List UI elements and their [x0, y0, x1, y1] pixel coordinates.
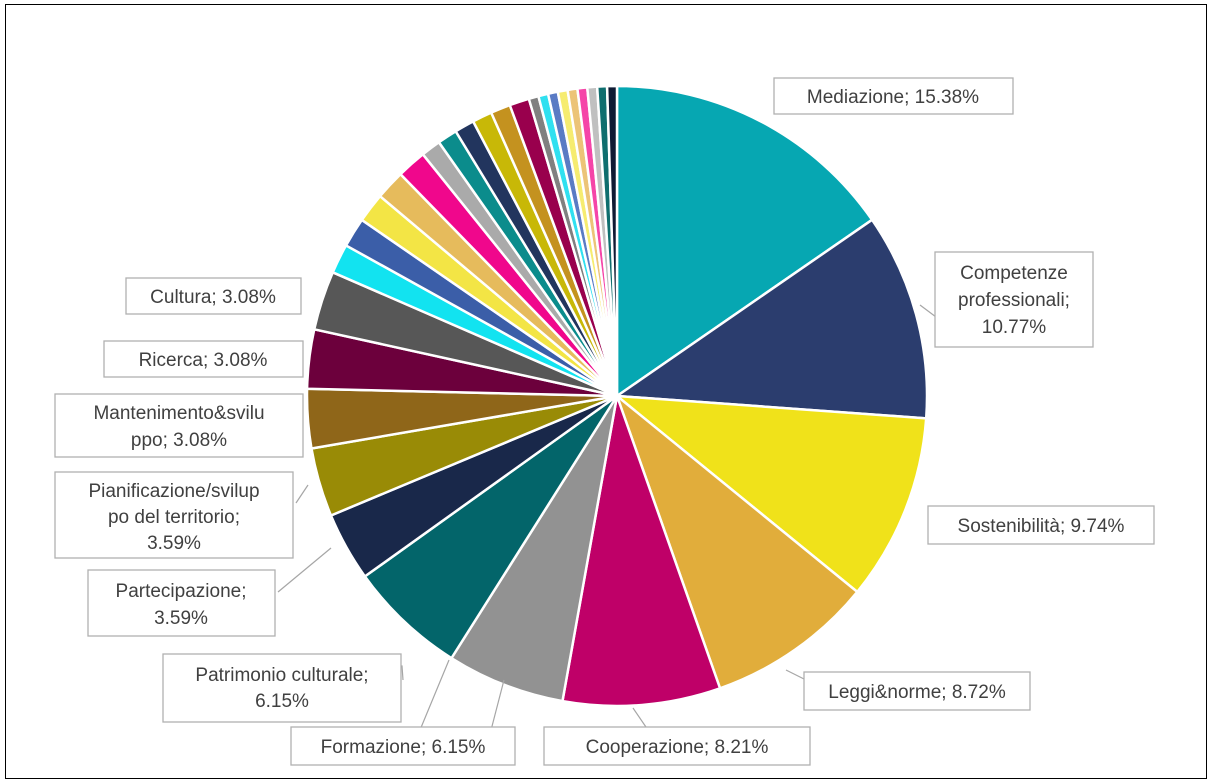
pie-slice-2: [615, 394, 928, 594]
svg-text:Cultura; 3.08%: Cultura; 3.08%: [150, 287, 276, 308]
data-label-sostenibilita: Sostenibilità; 9.74%: [927, 505, 1155, 545]
svg-text:Leggi&norme; 8.72%: Leggi&norme; 8.72%: [828, 682, 1006, 703]
svg-text:Ricerca; 3.08%: Ricerca; 3.08%: [139, 350, 268, 371]
svg-text:Sostenibilità; 9.74%: Sostenibilità; 9.74%: [958, 516, 1125, 537]
data-labels: Mediazione; 15.38% Competenze profession…: [54, 77, 1155, 766]
svg-text:6.15%: 6.15%: [255, 691, 309, 712]
data-label-leggi: Leggi&norme; 8.72%: [803, 671, 1031, 711]
svg-text:10.77%: 10.77%: [982, 317, 1047, 338]
pie-slice-3: [615, 394, 859, 690]
svg-text:Mediazione; 15.38%: Mediazione; 15.38%: [807, 87, 979, 108]
leader-partecipazione: [277, 547, 332, 593]
pie-slice-1: [615, 218, 929, 420]
svg-text:professionali;: professionali;: [958, 290, 1070, 311]
leader-formazione: [410, 659, 450, 731]
svg-text:po del territorio;: po del territorio;: [108, 507, 240, 528]
data-label-cooperazione: Cooperazione; 8.21%: [543, 726, 811, 766]
svg-text:3.59%: 3.59%: [147, 533, 201, 554]
pie-slice-4: [561, 394, 722, 708]
data-label-pianificazione: Pianificazione/svilup po del territorio;…: [54, 471, 294, 559]
pie-slice-0: [615, 84, 874, 398]
data-label-partecipazione: Partecipazione; 3.59%: [87, 569, 276, 637]
leader-pianificazione: [295, 484, 309, 504]
svg-text:3.59%: 3.59%: [154, 608, 208, 629]
pie-slice-5: [450, 394, 619, 703]
data-label-formazione: Formazione; 6.15%: [290, 726, 516, 766]
svg-text:Patrimonio culturale;: Patrimonio culturale;: [195, 665, 368, 686]
svg-text:Cooperazione; 8.21%: Cooperazione; 8.21%: [586, 737, 769, 758]
pie-slice-6: [363, 394, 619, 660]
svg-text:ppo; 3.08%: ppo; 3.08%: [131, 430, 227, 451]
data-label-mantenimento: Mantenimento&svilu ppo; 3.08%: [54, 393, 304, 458]
data-label-ricerca: Ricerca; 3.08%: [103, 340, 304, 378]
svg-text:Competenze: Competenze: [960, 263, 1068, 284]
leader-formazione-2: [489, 679, 505, 735]
data-label-competenze: Competenze professionali; 10.77%: [934, 251, 1094, 348]
data-label-cultura: Cultura; 3.08%: [125, 277, 302, 315]
data-label-patrimonio: Patrimonio culturale; 6.15%: [162, 653, 402, 723]
svg-text:Formazione; 6.15%: Formazione; 6.15%: [321, 737, 486, 758]
svg-text:Partecipazione;: Partecipazione;: [116, 581, 247, 602]
pie-slices: [305, 84, 929, 708]
pie-slice-31: [605, 84, 619, 398]
svg-text:Mantenimento&svilu: Mantenimento&svilu: [93, 403, 264, 424]
data-label-mediazione: Mediazione; 15.38%: [773, 77, 1014, 115]
leader-cooperazione: [632, 707, 649, 731]
svg-text:Pianificazione/svilup: Pianificazione/svilup: [88, 481, 259, 502]
